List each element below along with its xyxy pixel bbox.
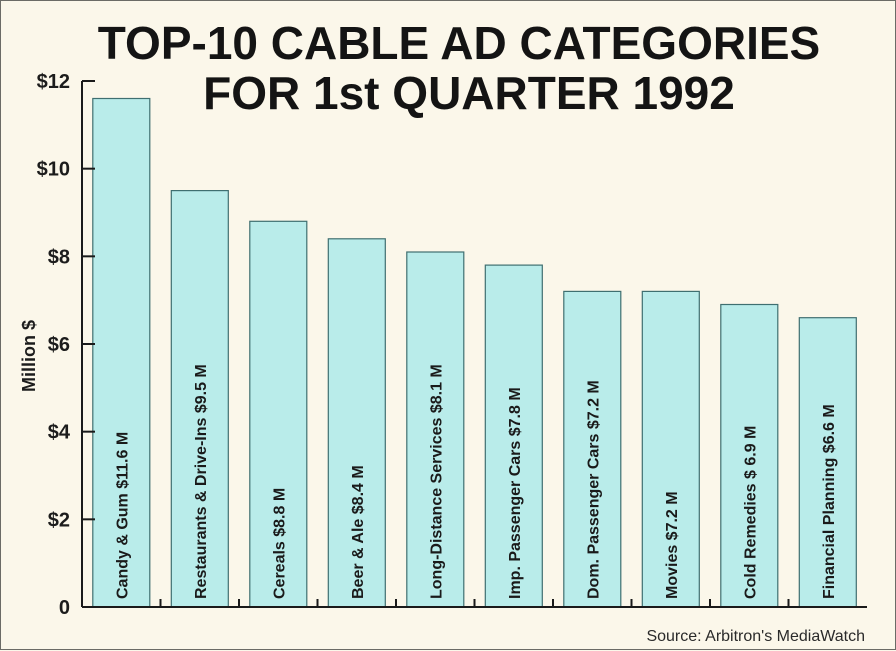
bar-label-4: Beer & Ale $8.4 M [350, 465, 367, 599]
y-tick-label-1: $2 [48, 509, 70, 531]
bars [92, 97, 857, 608]
chart-title-line-2: FOR 1st QUARTER 1992 [203, 67, 735, 119]
bar-label-5: Long-Distance Services $8.1 M [428, 364, 445, 599]
bar-label-2: Restaurants & Drive-Ins $9.5 M [193, 364, 210, 599]
bar-5 [406, 251, 465, 608]
y-tick-label-3: $6 [48, 334, 70, 356]
bar-10 [798, 317, 857, 608]
y-tick-label-6: $12 [37, 71, 70, 93]
bar-labels: Candy & Gum $11.6 M Restaurants & Drive-I… [114, 364, 838, 599]
bar-4 [327, 238, 386, 608]
bar-label-3: Cereals $8.8 M [271, 488, 288, 599]
bar-label-10: Financial Planning $6.6 M [821, 404, 838, 599]
y-tick-label-5: $10 [37, 159, 70, 181]
y-tick-label-2: $4 [48, 422, 71, 444]
source-note: Source: Arbitron's MediaWatch [646, 628, 865, 645]
bar-label-1: Candy & Gum $11.6 M [114, 432, 131, 599]
chart-title: TOP-10 CABLE AD CATEGORIES FOR 1st QUART… [98, 17, 820, 119]
y-axis-label: Million $ [19, 320, 39, 392]
y-tick-label-4: $8 [48, 246, 70, 268]
axes: 0 $2 $4 $6 $8 $10 $12 [37, 71, 867, 619]
bar-3 [249, 220, 308, 608]
bar-label-6: Imp. Passenger Cars $7.8 M [507, 387, 524, 599]
bar-8 [641, 290, 700, 608]
bar-label-7: Dom. Passenger Cars $7.2 M [585, 380, 602, 599]
bar-2 [170, 190, 229, 608]
bar-6 [484, 264, 543, 608]
y-tick-label-0: 0 [59, 597, 70, 619]
bar-label-9: Cold Remedies $ 6.9 M [742, 426, 759, 599]
bar-1 [92, 97, 151, 608]
chart-title-line-1: TOP-10 CABLE AD CATEGORIES [98, 17, 820, 69]
bar-label-8: Movies $7.2 M [664, 491, 681, 599]
